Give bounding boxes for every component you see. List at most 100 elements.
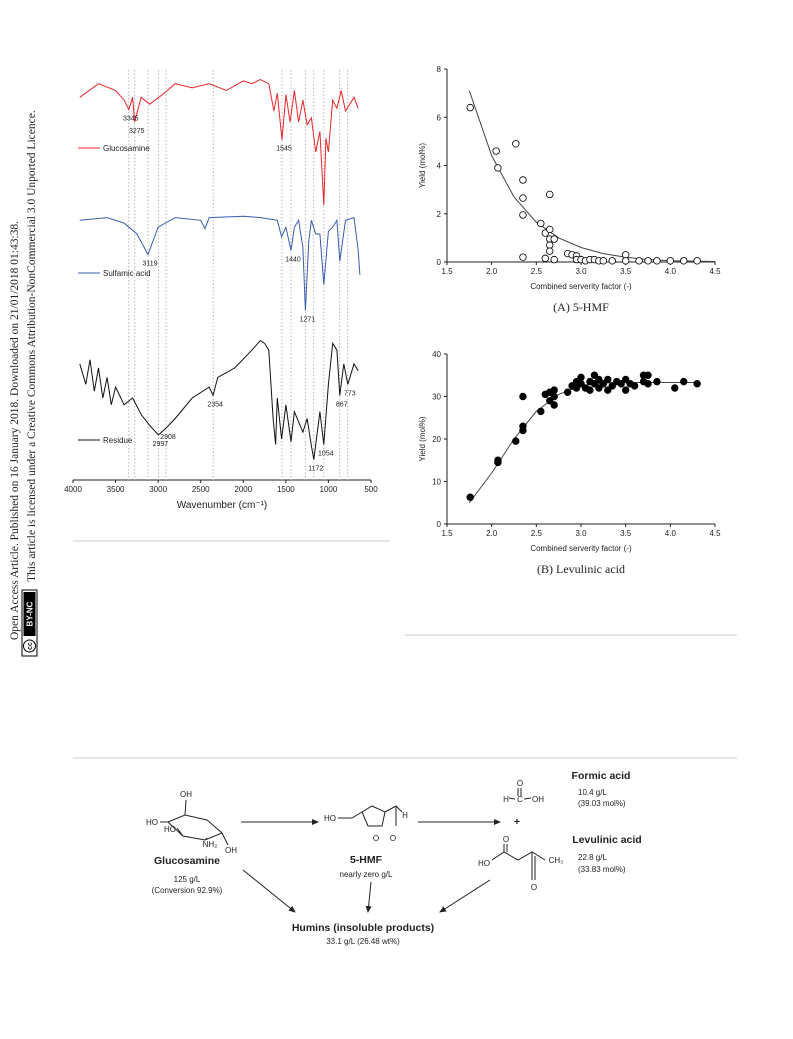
y-tick-label: 30 xyxy=(432,393,441,402)
point xyxy=(519,392,527,401)
atom: O xyxy=(517,779,523,788)
peak-label: 773 xyxy=(344,390,356,397)
x-axis-title: Wavenumber (cm⁻¹) xyxy=(177,500,267,511)
spectrum xyxy=(79,79,359,206)
peak-label: 1054 xyxy=(318,450,334,457)
point xyxy=(604,386,612,394)
point xyxy=(644,380,652,388)
peak-label: 1172 xyxy=(308,466,323,473)
badge-icon-text: cc xyxy=(27,642,34,650)
compound-note: (39.03 mol%) xyxy=(578,799,626,808)
x-tick-label: 3.5 xyxy=(620,529,632,538)
x-tick-label: 1.5 xyxy=(441,529,453,538)
atom: H xyxy=(402,811,408,820)
spectrum xyxy=(79,339,359,460)
x-tick-label: 1.5 xyxy=(441,267,453,276)
legend-label: Residue xyxy=(103,436,133,445)
point xyxy=(550,235,558,243)
point xyxy=(590,371,599,379)
x-tick-label: 3500 xyxy=(107,485,125,494)
x-tick-label: 2.5 xyxy=(531,529,543,538)
x-tick-label: 1500 xyxy=(277,485,295,494)
point xyxy=(671,384,679,392)
point xyxy=(608,257,616,265)
point xyxy=(546,241,554,249)
point xyxy=(512,140,520,148)
y-tick-label: 10 xyxy=(432,478,441,487)
x-tick-label: 2.5 xyxy=(531,267,543,276)
point xyxy=(494,164,502,172)
atom: C xyxy=(517,795,523,804)
bonds xyxy=(160,799,229,846)
bonds xyxy=(508,788,532,800)
atom: O xyxy=(531,883,537,892)
point xyxy=(635,257,643,265)
x-tick-label: 3.5 xyxy=(620,267,632,276)
badge-label: BY-NC xyxy=(26,601,35,626)
license-badge: cc BY-NC xyxy=(21,589,38,657)
compound-note: (33.83 mol%) xyxy=(578,865,626,874)
point xyxy=(563,388,572,396)
x-tick-label: 2500 xyxy=(192,485,210,494)
atom: HO xyxy=(478,859,490,868)
point xyxy=(653,377,661,386)
bonds xyxy=(338,805,403,827)
atom: O xyxy=(503,835,509,844)
compound-name: Humins (insoluble products) xyxy=(292,922,434,934)
y-tick-label: 40 xyxy=(432,350,441,359)
compound-conc: 125 g/L xyxy=(174,875,201,884)
point xyxy=(644,371,652,379)
point xyxy=(466,103,474,112)
y-tick-label: 20 xyxy=(432,435,441,444)
point xyxy=(577,380,585,388)
x-axis-title: Combined serverity factor (-) xyxy=(530,282,632,291)
scheme: OH HO HO NH₂ OH Glucosamine 125 g/L (Con… xyxy=(146,770,642,946)
compound-name: Formic acid xyxy=(572,770,631,782)
point xyxy=(494,458,502,467)
legend-label: Sulfamic acid xyxy=(103,269,151,278)
charts: 4000 3500 3000 2500 2000 1500 1000 500Wavenumbe… xyxy=(64,65,721,576)
x-tick-label: 2.0 xyxy=(486,267,498,276)
y-tick-label: 0 xyxy=(437,520,442,529)
peak-label: 1440 xyxy=(285,256,301,263)
x-tick-label: 2000 xyxy=(234,485,252,494)
plus: + xyxy=(514,816,520,828)
y-tick-label: 8 xyxy=(437,65,442,74)
peak-label: 3345 xyxy=(123,116,139,123)
atom: OH xyxy=(180,790,192,799)
x-tick-label: 2.0 xyxy=(486,529,498,538)
badge-fill xyxy=(23,592,36,636)
compound-name: 5-HMF xyxy=(350,854,383,866)
point xyxy=(519,253,527,261)
x-tick-label: 3.0 xyxy=(575,267,587,276)
point xyxy=(537,219,545,228)
y-axis-title: Yield (mol%) xyxy=(418,416,427,461)
arrow xyxy=(242,869,296,913)
x-tick-label: 3000 xyxy=(149,485,167,494)
point xyxy=(604,375,612,384)
peak-label: 1271 xyxy=(300,317,316,324)
point xyxy=(586,386,594,394)
x-tick-label: 4.5 xyxy=(709,529,721,538)
x-tick-label: 500 xyxy=(364,485,378,494)
caption: (B) Levulinic acid xyxy=(537,562,625,576)
point xyxy=(519,426,527,435)
y-tick-label: 0 xyxy=(437,258,442,267)
arrow xyxy=(365,881,372,913)
fit-curve xyxy=(468,382,698,504)
peak-label: 2354 xyxy=(207,401,223,408)
point xyxy=(680,377,688,386)
sidebar: Open Access Article. Published on 16 Jan… xyxy=(9,110,38,657)
compound-name: Glucosamine xyxy=(154,855,220,867)
y-tick-label: 4 xyxy=(437,162,442,171)
compound-conc: 22.8 g/L xyxy=(578,853,607,862)
atom: HO xyxy=(146,818,158,827)
peak-label: 867 xyxy=(336,401,348,408)
point xyxy=(621,257,630,265)
atom: CH₃ xyxy=(549,856,564,865)
point xyxy=(608,382,616,390)
point xyxy=(550,255,558,264)
point xyxy=(492,147,500,155)
y-tick-label: 2 xyxy=(437,210,442,219)
